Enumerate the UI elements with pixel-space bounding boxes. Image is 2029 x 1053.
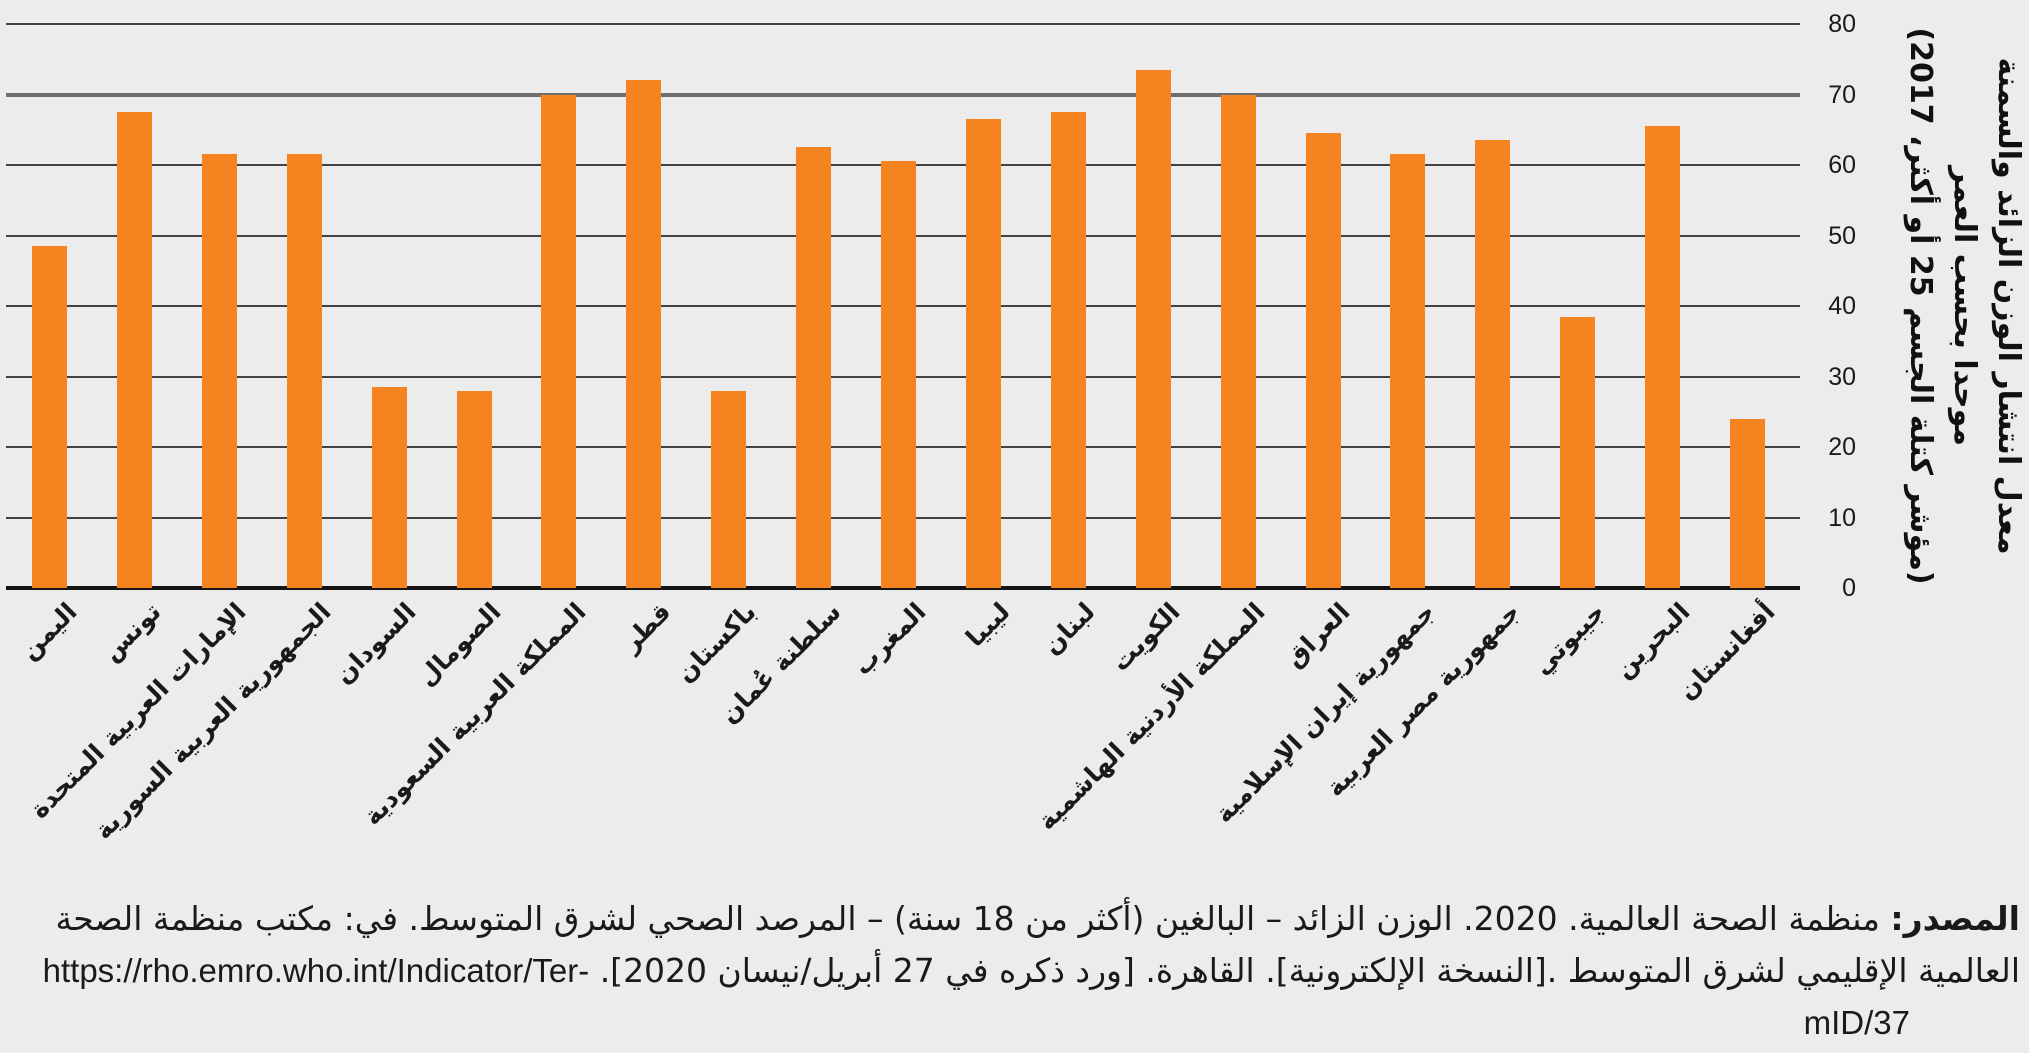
bar-9 — [796, 147, 832, 588]
bar-16 — [1390, 154, 1426, 588]
y-tick-label-60: 60 — [1828, 151, 1856, 179]
y-tick-label-50: 50 — [1828, 221, 1856, 250]
gridline-80 — [6, 23, 1800, 25]
x-tick-label-13: الكويت — [1105, 597, 1186, 677]
bar-20 — [1730, 418, 1765, 588]
x-tick-label-6: المملكة العربية السعودية — [357, 597, 592, 831]
x-tick-label-11: ليبيا — [960, 597, 1016, 653]
y-tick-label-30: 30 — [1828, 362, 1856, 391]
x-tick-label-16: جمهورية إيران الإسلامية — [1208, 597, 1441, 829]
x-tick-label-5: الصومال — [411, 597, 507, 692]
x-tick-label-4: السودان — [329, 597, 422, 690]
y-tick-label-80: 80 — [1828, 10, 1856, 38]
bar-15 — [1305, 133, 1341, 588]
bar-3 — [286, 154, 322, 588]
bar-7 — [626, 80, 662, 588]
bar-5 — [456, 390, 492, 588]
bar-4 — [371, 387, 407, 588]
y-axis-title-line-2: موحدا بحسب العمر — [1947, 166, 1982, 446]
x-tick-label-18: جيبوتي — [1526, 597, 1611, 681]
x-tick-label-15: العراق — [1279, 597, 1356, 674]
bar-19 — [1645, 126, 1681, 588]
source-line-1: المصدر: منظمة الصحة العالمية. 2020. الوز… — [54, 893, 2020, 945]
bar-6 — [541, 94, 577, 588]
source-line-1-text: منظمة الصحة العالمية. 2020. الوزن الزائد… — [55, 899, 1891, 938]
bar-2 — [201, 154, 237, 588]
source-label: المصدر: — [1890, 899, 2020, 938]
y-tick-label-20: 20 — [1828, 433, 1856, 461]
bar-8 — [711, 390, 747, 588]
x-tick-label-20: أفغانستان — [1671, 597, 1781, 706]
y-axis-title: معدل انتشار الوزن الزائد والسمنة موحدا ب… — [1898, 0, 2029, 636]
chart-plot-area: 0 10 20 30 40 50 60 70 80 اليمن تونس الإمارات العرب… — [6, 10, 1856, 845]
bar-17 — [1475, 140, 1511, 588]
bar-1 — [116, 112, 152, 588]
x-tick-label-12: لبنان — [1037, 597, 1101, 661]
source-url: https://rho.emro.who.int/Indicator/Ter- — [42, 952, 590, 989]
y-axis-title-line-3: (مؤشر كتلة الجسم 25 أو أكثر، 2017) — [1903, 27, 1938, 585]
y-tick-label-70: 70 — [1828, 80, 1856, 109]
gridline-70 — [6, 92, 1800, 97]
x-tick-label-7: قطر — [616, 597, 677, 658]
x-tick-label-14: المملكة الأردنية الهاشمية — [1031, 597, 1271, 836]
bar-13 — [1135, 69, 1171, 588]
source-line-3: mID/37 — [54, 997, 2020, 1049]
bar-18 — [1560, 316, 1596, 588]
source-line-2: العالمية الإقليمي لشرق المتوسط .[النسخة … — [43, 945, 2020, 997]
x-tick-label-9: سلطنة عُمان — [714, 597, 847, 730]
y-tick-label-40: 40 — [1828, 292, 1856, 320]
y-axis-title-line-1: معدل انتشار الوزن الزائد والسمنة — [1991, 57, 2026, 555]
x-tick-label-17: جمهورية مصر العربية — [1319, 597, 1526, 803]
x-tick-label-19: البحرين — [1608, 597, 1696, 684]
bar-14 — [1220, 94, 1256, 588]
x-tick-label-3: الجمهورية العربية السورية — [88, 597, 337, 845]
y-tick-label-0: 0 — [1842, 574, 1856, 602]
bar-0 — [32, 246, 67, 588]
x-axis-line — [6, 586, 1800, 590]
y-tick-label-10: 10 — [1828, 503, 1856, 532]
x-tick-label-8: باكستان — [670, 597, 762, 688]
source-url-continuation: mID/37 — [1803, 1004, 1910, 1041]
bar-10 — [881, 161, 916, 588]
x-tick-label-10: المغرب — [847, 597, 932, 681]
source-line-2-text: العالمية الإقليمي لشرق المتوسط .[النسخة … — [589, 951, 2020, 990]
bar-12 — [1050, 112, 1086, 588]
bar-11 — [965, 119, 1001, 588]
source-citation: المصدر: منظمة الصحة العالمية. 2020. الوز… — [43, 893, 2020, 1049]
